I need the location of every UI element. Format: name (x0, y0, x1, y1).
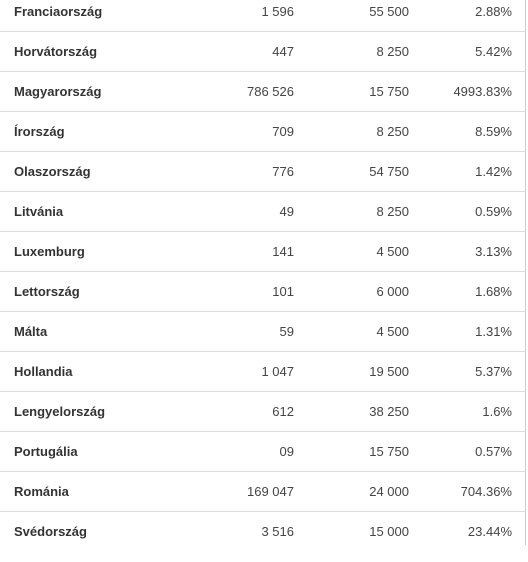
table-border (525, 0, 526, 545)
percent-cell: 0.59% (475, 204, 512, 219)
count-cell: 709 (272, 124, 294, 139)
percent-cell: 23.44% (467, 524, 512, 539)
table-row: Horvátország 447 8 250 5.42% (0, 32, 526, 72)
amount-cell: 4 500 (376, 324, 409, 339)
count-cell: 101 (272, 284, 294, 299)
count-cell: 3 516 (261, 524, 294, 539)
amount-cell: 24 000 (369, 484, 409, 499)
table-row: Magyarország 786 526 15 750 4993.83% (0, 72, 526, 112)
count-cell: 776 (272, 164, 294, 179)
percent-cell: 8.59% (475, 124, 512, 139)
amount-cell: 8 250 (376, 44, 409, 59)
table-row: Svédország 3 516 15 000 23.44% (0, 512, 526, 552)
country-cell: Luxemburg (14, 244, 85, 259)
table-row: Románia 169 047 24 000 704.36% (0, 472, 526, 512)
amount-cell: 8 250 (376, 204, 409, 219)
percent-cell: 5.42% (475, 44, 512, 59)
country-cell: Hollandia (14, 364, 73, 379)
table-row: Málta 59 4 500 1.31% (0, 312, 526, 352)
table-row: Olaszország 776 54 750 1.42% (0, 152, 526, 192)
country-cell: Lettország (14, 284, 80, 299)
amount-cell: 4 500 (376, 244, 409, 259)
amount-cell: 55 500 (369, 4, 409, 19)
percent-cell: 1.31% (475, 324, 512, 339)
country-cell: Olaszország (14, 164, 91, 179)
country-cell: Svédország (14, 524, 87, 539)
country-cell: Portugália (14, 444, 78, 459)
table-row: Portugália 09 15 750 0.57% (0, 432, 526, 472)
count-cell: 141 (272, 244, 294, 259)
percent-cell: 1.42% (475, 164, 512, 179)
percent-cell: 704.36% (460, 484, 512, 499)
country-cell: Málta (14, 324, 48, 339)
country-cell: Románia (14, 484, 69, 499)
amount-cell: 54 750 (369, 164, 409, 179)
percent-cell: 0.57% (475, 444, 512, 459)
table-row: Lettország 101 6 000 1.68% (0, 272, 526, 312)
country-cell: Írország (14, 124, 65, 139)
amount-cell: 6 000 (376, 284, 409, 299)
country-cell: Franciaország (14, 4, 103, 19)
percent-cell: 2.88% (475, 4, 512, 19)
amount-cell: 38 250 (369, 404, 409, 419)
count-cell: 447 (272, 44, 294, 59)
table-row: Írország 709 8 250 8.59% (0, 112, 526, 152)
country-cell: Litvánia (14, 204, 64, 219)
count-cell: 1 047 (261, 364, 294, 379)
amount-cell: 8 250 (376, 124, 409, 139)
count-cell: 09 (279, 444, 294, 459)
table-row: Litvánia 49 8 250 0.59% (0, 192, 526, 232)
country-cell: Magyarország (14, 84, 102, 99)
count-cell: 786 526 (247, 84, 294, 99)
percent-cell: 1.68% (475, 284, 512, 299)
percent-cell: 3.13% (475, 244, 512, 259)
country-cell: Horvátország (14, 44, 98, 59)
country-cell: Lengyelország (14, 404, 106, 419)
table-row: Franciaország 1 596 55 500 2.88% (0, 0, 526, 32)
amount-cell: 19 500 (369, 364, 409, 379)
amount-cell: 15 750 (369, 444, 409, 459)
count-cell: 1 596 (261, 4, 294, 19)
amount-cell: 15 750 (369, 84, 409, 99)
count-cell: 49 (279, 204, 294, 219)
count-cell: 59 (279, 324, 294, 339)
count-cell: 612 (272, 404, 294, 419)
table-row: Hollandia 1 047 19 500 5.37% (0, 352, 526, 392)
table-row: Lengyelország 612 38 250 1.6% (0, 392, 526, 432)
percent-cell: 5.37% (475, 364, 512, 379)
percent-cell: 4993.83% (453, 84, 512, 99)
percent-cell: 1.6% (482, 404, 512, 419)
count-cell: 169 047 (247, 484, 294, 499)
table-row: Luxemburg 141 4 500 3.13% (0, 232, 526, 272)
amount-cell: 15 000 (369, 524, 409, 539)
